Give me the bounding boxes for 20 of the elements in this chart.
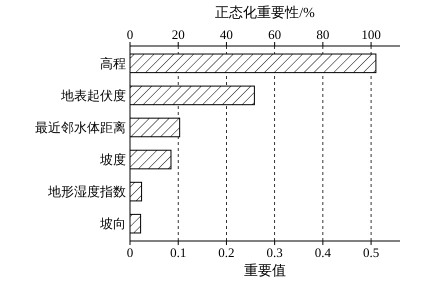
y-tick-label: 最近邻水体距离 [35, 120, 126, 136]
y-tick-label: 坡向 [99, 216, 126, 232]
x-tick-label: 0 [126, 245, 134, 260]
x2-axis-title: 正态化重要性/% [215, 5, 316, 21]
x2-tick-label: 40 [220, 27, 233, 42]
x2-tick-label: 100 [361, 27, 381, 42]
x-axis-title: 重要值 [244, 263, 286, 279]
y-tick-label: 坡度 [99, 152, 126, 168]
x2-tick-label: 60 [268, 27, 282, 42]
y-tick-label: 地形湿度指数 [47, 184, 126, 200]
x-tick-label: 0.3 [266, 245, 283, 260]
x-tick-label: 0.4 [314, 245, 332, 260]
x2-tick-label: 20 [172, 27, 185, 42]
x2-tick-label: 80 [316, 27, 330, 42]
x-tick-label: 0.5 [362, 245, 380, 260]
x-tick-label: 0.1 [170, 245, 186, 260]
x2-tick-label: 0 [126, 27, 134, 42]
y-tick-label: 地表起伏度 [60, 88, 126, 103]
y-tick-label: 高程 [100, 56, 126, 71]
x-tick-label: 0.2 [218, 245, 235, 260]
